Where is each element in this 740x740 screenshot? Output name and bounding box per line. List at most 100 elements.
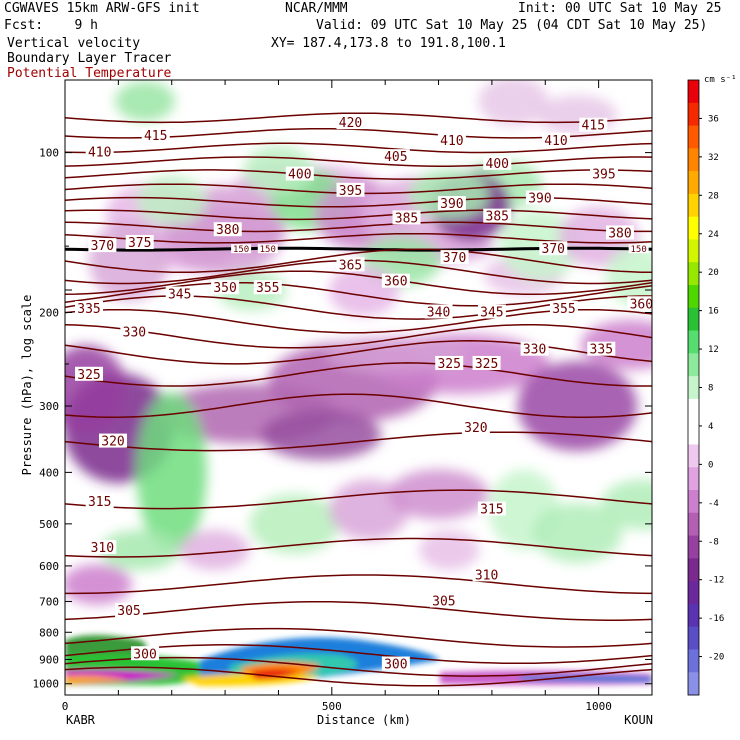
x-tick-label: 0 (62, 700, 69, 713)
colorbar-swatch (688, 649, 699, 673)
velocity-blob (580, 319, 652, 370)
header-xy: XY= 187.4,173.8 to 191.8,100.1 (271, 36, 506, 51)
theta-label-bg (429, 593, 458, 608)
theta-label: 340 (427, 305, 450, 320)
theta-label: 415 (582, 119, 605, 134)
colorbar-swatch (688, 672, 699, 696)
theta-contour (65, 112, 652, 124)
colorbar-swatch (688, 467, 699, 491)
theta-label-bg (165, 286, 194, 301)
y-tick-label: 600 (39, 560, 59, 573)
theta-label-bg (336, 115, 365, 130)
x-axis-label: Distance (km) (317, 713, 411, 727)
velocity-blob (388, 469, 489, 520)
theta-label: 330 (523, 343, 546, 358)
tracer-shape (520, 675, 652, 682)
x-tick-label: 1000 (585, 700, 612, 713)
theta-label-bg (85, 494, 114, 509)
boundary-layer-tracer (65, 635, 652, 686)
colorbar-swatch (688, 193, 699, 218)
theta-label-bg (381, 656, 410, 671)
theta-label-bg (549, 301, 578, 316)
theta-label: 320 (464, 421, 487, 436)
tropopause-label-bg (231, 244, 252, 254)
theta-contour (65, 281, 652, 307)
x-axis-ticks: 0 500 1000 (62, 80, 653, 713)
theta-label-bg (579, 117, 608, 132)
y-tick-label: 200 (39, 306, 59, 319)
header-field3: Potential Temperature (7, 66, 172, 81)
theta-label: 385 (395, 211, 418, 226)
theta-label: 400 (486, 157, 509, 172)
header-field2: Boundary Layer Tracer (7, 51, 172, 66)
theta-label: 315 (88, 495, 111, 510)
theta-label: 305 (117, 604, 140, 619)
tropopause-label: 150 (260, 245, 276, 255)
theta-contour (65, 323, 652, 349)
colorbar-label: 4 (708, 422, 713, 432)
velocity-blob (249, 493, 340, 554)
colorbar-label: 24 (708, 230, 719, 240)
header-fcst: Fcst: 9 h (4, 18, 98, 33)
theta-label: 310 (91, 541, 114, 556)
colorbar-swatch (688, 216, 699, 240)
colorbar-label: 28 (708, 191, 719, 201)
theta-label: 350 (213, 281, 236, 296)
colorbar-swatch (688, 558, 699, 582)
theta-label: 410 (88, 146, 111, 161)
theta-contour (65, 209, 652, 221)
colorbar-swatch (688, 171, 699, 195)
theta-label: 315 (480, 503, 503, 518)
theta-label: 385 (486, 210, 509, 225)
colorbar-swatch (688, 626, 699, 650)
colorbar-swatch (688, 330, 699, 354)
colorbar-swatch (688, 581, 699, 605)
velocity-blob (65, 345, 127, 436)
theta-label: 395 (592, 168, 615, 183)
theta-label-bg (88, 539, 117, 554)
theta-label: 365 (339, 258, 362, 273)
y-tick-label: 900 (39, 653, 59, 666)
colorbar-label: 20 (708, 268, 719, 278)
theta-label-bg (211, 280, 240, 295)
theta-contour (65, 340, 652, 365)
y-tick-label: 300 (39, 400, 59, 413)
theta-contour (65, 221, 652, 233)
theta-label-bg (141, 127, 170, 142)
colorbar-label: -4 (708, 499, 719, 509)
theta-label-bg (483, 155, 512, 170)
theta-label: 410 (544, 134, 567, 149)
theta-label-bg (520, 341, 549, 356)
theta-label-bg (75, 366, 104, 381)
theta-contour (65, 574, 652, 595)
y-axis-ticks: 100 200 300 400 500 600 700 800 900 1000 (33, 147, 652, 691)
colorbar-label: -16 (708, 614, 724, 624)
theta-label-bg (336, 257, 365, 272)
colorbar-swatch (688, 307, 699, 332)
theta-contour (65, 196, 652, 208)
theta-label: 360 (384, 275, 407, 290)
theta-label: 345 (480, 305, 503, 320)
velocity-blob (517, 361, 638, 452)
x-tick-label: 500 (322, 700, 342, 713)
theta-contour (65, 627, 652, 648)
theta-label: 410 (440, 134, 463, 149)
theta-label-bg (483, 208, 512, 223)
theta-contour (65, 537, 652, 558)
theta-contour (65, 431, 652, 452)
colorbar-label: 16 (708, 307, 719, 317)
theta-label: 390 (528, 191, 551, 206)
velocity-blob (601, 479, 652, 530)
theta-label-bg (125, 235, 154, 250)
theta-label-bg (392, 210, 421, 225)
velocity-blob (115, 81, 176, 122)
colorbar-swatch (688, 125, 699, 149)
colorbar-swatch (688, 376, 699, 400)
theta-label-bg (472, 567, 501, 582)
colorbar-swatch (688, 490, 699, 514)
theta-label: 370 (91, 239, 114, 254)
theta-contour (65, 656, 652, 677)
theta-label-bg (437, 196, 466, 211)
potential-temperature-labels: 420 415 415 410 410 410 405 400 400 395 395 390 390 3… (75, 115, 656, 673)
